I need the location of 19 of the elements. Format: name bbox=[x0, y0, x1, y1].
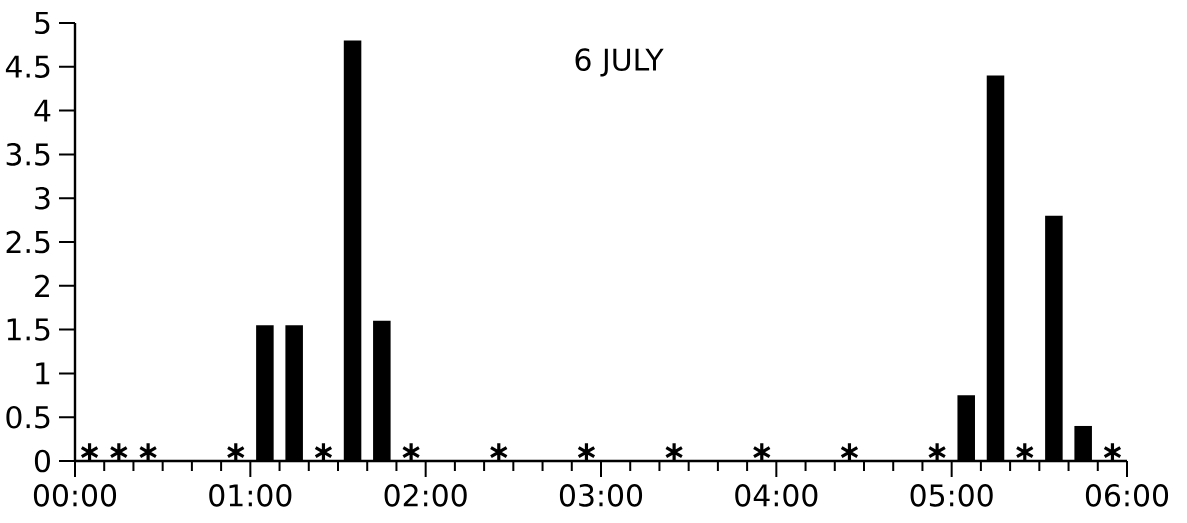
y-tick-label: 1.5 bbox=[7, 318, 50, 341]
x-tick-label: 02:00 bbox=[384, 484, 467, 507]
x-tick-label: 00:00 bbox=[33, 484, 117, 507]
y-tick-label: 2 bbox=[35, 274, 49, 297]
y-tick-label: 0 bbox=[34, 449, 50, 473]
x-tick-label: 04:00 bbox=[735, 484, 818, 507]
y-tick-label: 5 bbox=[35, 11, 50, 35]
x-tick-label: 01:00 bbox=[209, 484, 292, 507]
x-tick-label: 05:00 bbox=[910, 484, 993, 507]
y-tick-label: 4 bbox=[34, 99, 51, 122]
x-tick-label: 03:00 bbox=[559, 484, 643, 507]
y-tick-label: 3.5 bbox=[6, 143, 50, 166]
y-tick-label: 3 bbox=[35, 186, 50, 210]
y-tick-label: 4.5 bbox=[5, 55, 50, 78]
y-tick-label: 2.5 bbox=[6, 230, 50, 254]
y-tick-label: 0.5 bbox=[6, 405, 50, 429]
y-tick-label: 1 bbox=[36, 362, 50, 385]
x-tick-label: 06:00 bbox=[1085, 484, 1169, 507]
text: 6 JULY bbox=[575, 48, 664, 77]
